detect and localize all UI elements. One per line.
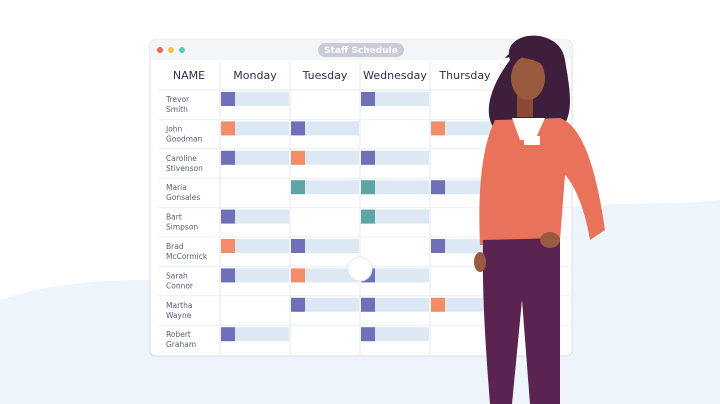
shift-bar	[221, 209, 289, 224]
shift-block	[221, 327, 235, 342]
shift-bar	[221, 268, 289, 283]
staff-name: Graham	[166, 340, 196, 349]
shift-block	[361, 180, 375, 195]
shift-bar	[361, 268, 429, 283]
staff-name: Maria	[166, 183, 187, 192]
staff-name: Caroline	[166, 154, 197, 163]
schedule-grid: NAME Monday Tuesday Wednesday Thursday Trevor…	[158, 62, 572, 356]
staff-name: Robert	[166, 330, 191, 339]
staff-name: Sarah	[166, 271, 188, 280]
staff-name: Wayne	[166, 311, 192, 320]
close-dot	[157, 47, 163, 53]
shift-block	[291, 239, 305, 253]
shift-block	[361, 92, 375, 106]
shift-bar	[361, 327, 429, 342]
cursor-circle	[347, 256, 373, 282]
shift-block	[431, 239, 445, 253]
shift-block	[291, 180, 305, 195]
shift-block	[291, 297, 305, 312]
staff-name: Goodman	[166, 134, 203, 143]
column-header: NAME	[173, 69, 205, 82]
shift-block	[221, 209, 235, 224]
staff-name: Martha	[166, 301, 192, 310]
shift-bar	[431, 297, 499, 312]
shift-block	[431, 180, 445, 195]
column-header: Thursday	[438, 69, 491, 82]
shift-block	[221, 268, 235, 283]
staff-name: Brad	[166, 242, 184, 251]
woman	[474, 35, 605, 404]
shift-bar	[361, 297, 429, 312]
shift-bar	[361, 150, 429, 165]
staff-name: Smith	[166, 105, 188, 114]
staff-name: McCormick	[166, 252, 208, 261]
shift-block	[221, 92, 235, 106]
shift-bar	[221, 121, 289, 136]
shift-bar	[291, 297, 359, 312]
column-header: Monday	[233, 69, 277, 82]
shift-block	[291, 150, 305, 165]
shift-bar	[361, 92, 429, 106]
shift-bar	[431, 121, 499, 136]
window-title: Staff Schedule	[324, 46, 398, 56]
staff-name: Bart	[166, 213, 182, 222]
shift-bar	[291, 180, 359, 195]
shift-block	[361, 297, 375, 312]
title-pill	[318, 43, 404, 57]
staff-name: Simpson	[166, 223, 198, 232]
staff-name: John	[165, 124, 183, 133]
shift-bar	[291, 239, 359, 253]
shift-block	[291, 268, 305, 283]
staff-name: Connor	[166, 281, 194, 290]
jacket	[479, 118, 605, 245]
collar	[512, 118, 545, 140]
bangs	[505, 49, 550, 70]
staff-name: Stivenson	[166, 164, 203, 173]
shift-bar	[291, 268, 359, 283]
column-header: Wednesday	[363, 69, 427, 82]
shift-bar	[291, 150, 359, 165]
pants	[482, 238, 560, 404]
shift-bar	[221, 327, 289, 342]
neck	[517, 95, 533, 117]
staff-name: Trevor	[165, 95, 190, 104]
shift-block	[431, 297, 445, 312]
max-dot	[179, 47, 185, 53]
face	[511, 56, 545, 100]
shift-bar	[221, 150, 289, 165]
column-header: Tuesday	[302, 69, 348, 82]
shift-block	[431, 121, 445, 136]
shift-bar	[221, 92, 289, 106]
hand	[540, 232, 560, 248]
shift-bar	[221, 239, 289, 253]
shift-block	[221, 121, 235, 136]
shift-block	[361, 150, 375, 165]
shift-bar	[361, 209, 429, 224]
shift-block	[291, 121, 305, 136]
hand	[474, 252, 486, 272]
shift-block	[361, 327, 375, 342]
shift-bar	[291, 121, 359, 136]
shift-bar	[361, 180, 429, 195]
shift-block	[221, 239, 235, 253]
staff-name: Gonsales	[166, 193, 200, 202]
min-dot	[168, 47, 174, 53]
shift-block	[221, 150, 235, 165]
badge	[524, 136, 540, 145]
shift-block	[361, 209, 375, 224]
